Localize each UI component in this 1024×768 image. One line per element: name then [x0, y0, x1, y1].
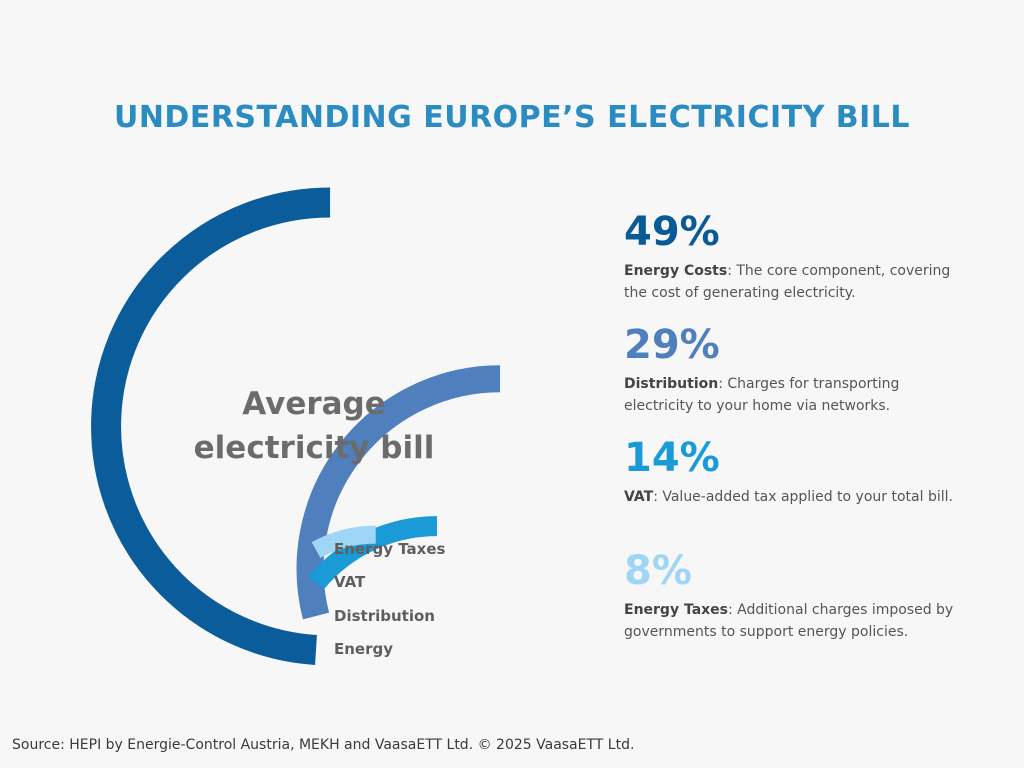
stat-name: VAT [624, 489, 654, 505]
stat-value: 49% [624, 209, 720, 255]
stat-value: 8% [624, 548, 692, 594]
stat-text: : Charges for transporting electricity t… [624, 376, 900, 414]
ring-label-distribution: Distribution [334, 607, 435, 625]
stat-value: 14% [624, 435, 720, 481]
source-note: Source: HEPI by Energie-Control Austria,… [12, 737, 635, 753]
ring-label-energy-taxes: Energy Taxes [334, 540, 446, 558]
arc-distribution [296, 365, 501, 620]
stat-name: Energy Taxes [624, 602, 729, 618]
arc-energy [91, 187, 331, 665]
stat-vat: 14% VAT: Value-added tax applied to your… [624, 436, 954, 508]
ring-label-vat: VAT [334, 573, 366, 591]
stat-distribution: 29% Distribution: Charges for transporti… [624, 323, 954, 417]
stat-value: 29% [624, 322, 720, 368]
chart-center-label: Average electricity bill [164, 382, 464, 470]
page-title: UNDERSTANDING EUROPE’S ELECTRICITY BILL [113, 100, 911, 135]
stat-description: Distribution: Charges for transporting e… [624, 373, 954, 417]
ring-label-energy: Energy [334, 640, 394, 658]
arc-energy-taxes [311, 525, 377, 559]
stat-description: VAT: Value-added tax applied to your tot… [624, 486, 954, 508]
radial-bar-chart [91, 187, 501, 665]
stat-description: Energy Costs: The core component, coveri… [624, 260, 954, 304]
stat-description: Energy Taxes: Additional charges imposed… [624, 599, 954, 643]
center-label-line1: Average [242, 386, 386, 422]
center-label-line2: electricity bill [193, 430, 435, 466]
stat-text: : The core component, covering the cost … [624, 263, 951, 301]
stat-energy-costs: 49% Energy Costs: The core component, co… [624, 210, 954, 304]
stat-energy-taxes: 8% Energy Taxes: Additional charges impo… [624, 549, 954, 643]
stat-name: Distribution [624, 376, 719, 392]
stat-name: Energy Costs [624, 263, 728, 279]
stat-text: : Additional charges imposed by governme… [624, 602, 954, 640]
stat-text: : Value-added tax applied to your total … [653, 489, 953, 505]
